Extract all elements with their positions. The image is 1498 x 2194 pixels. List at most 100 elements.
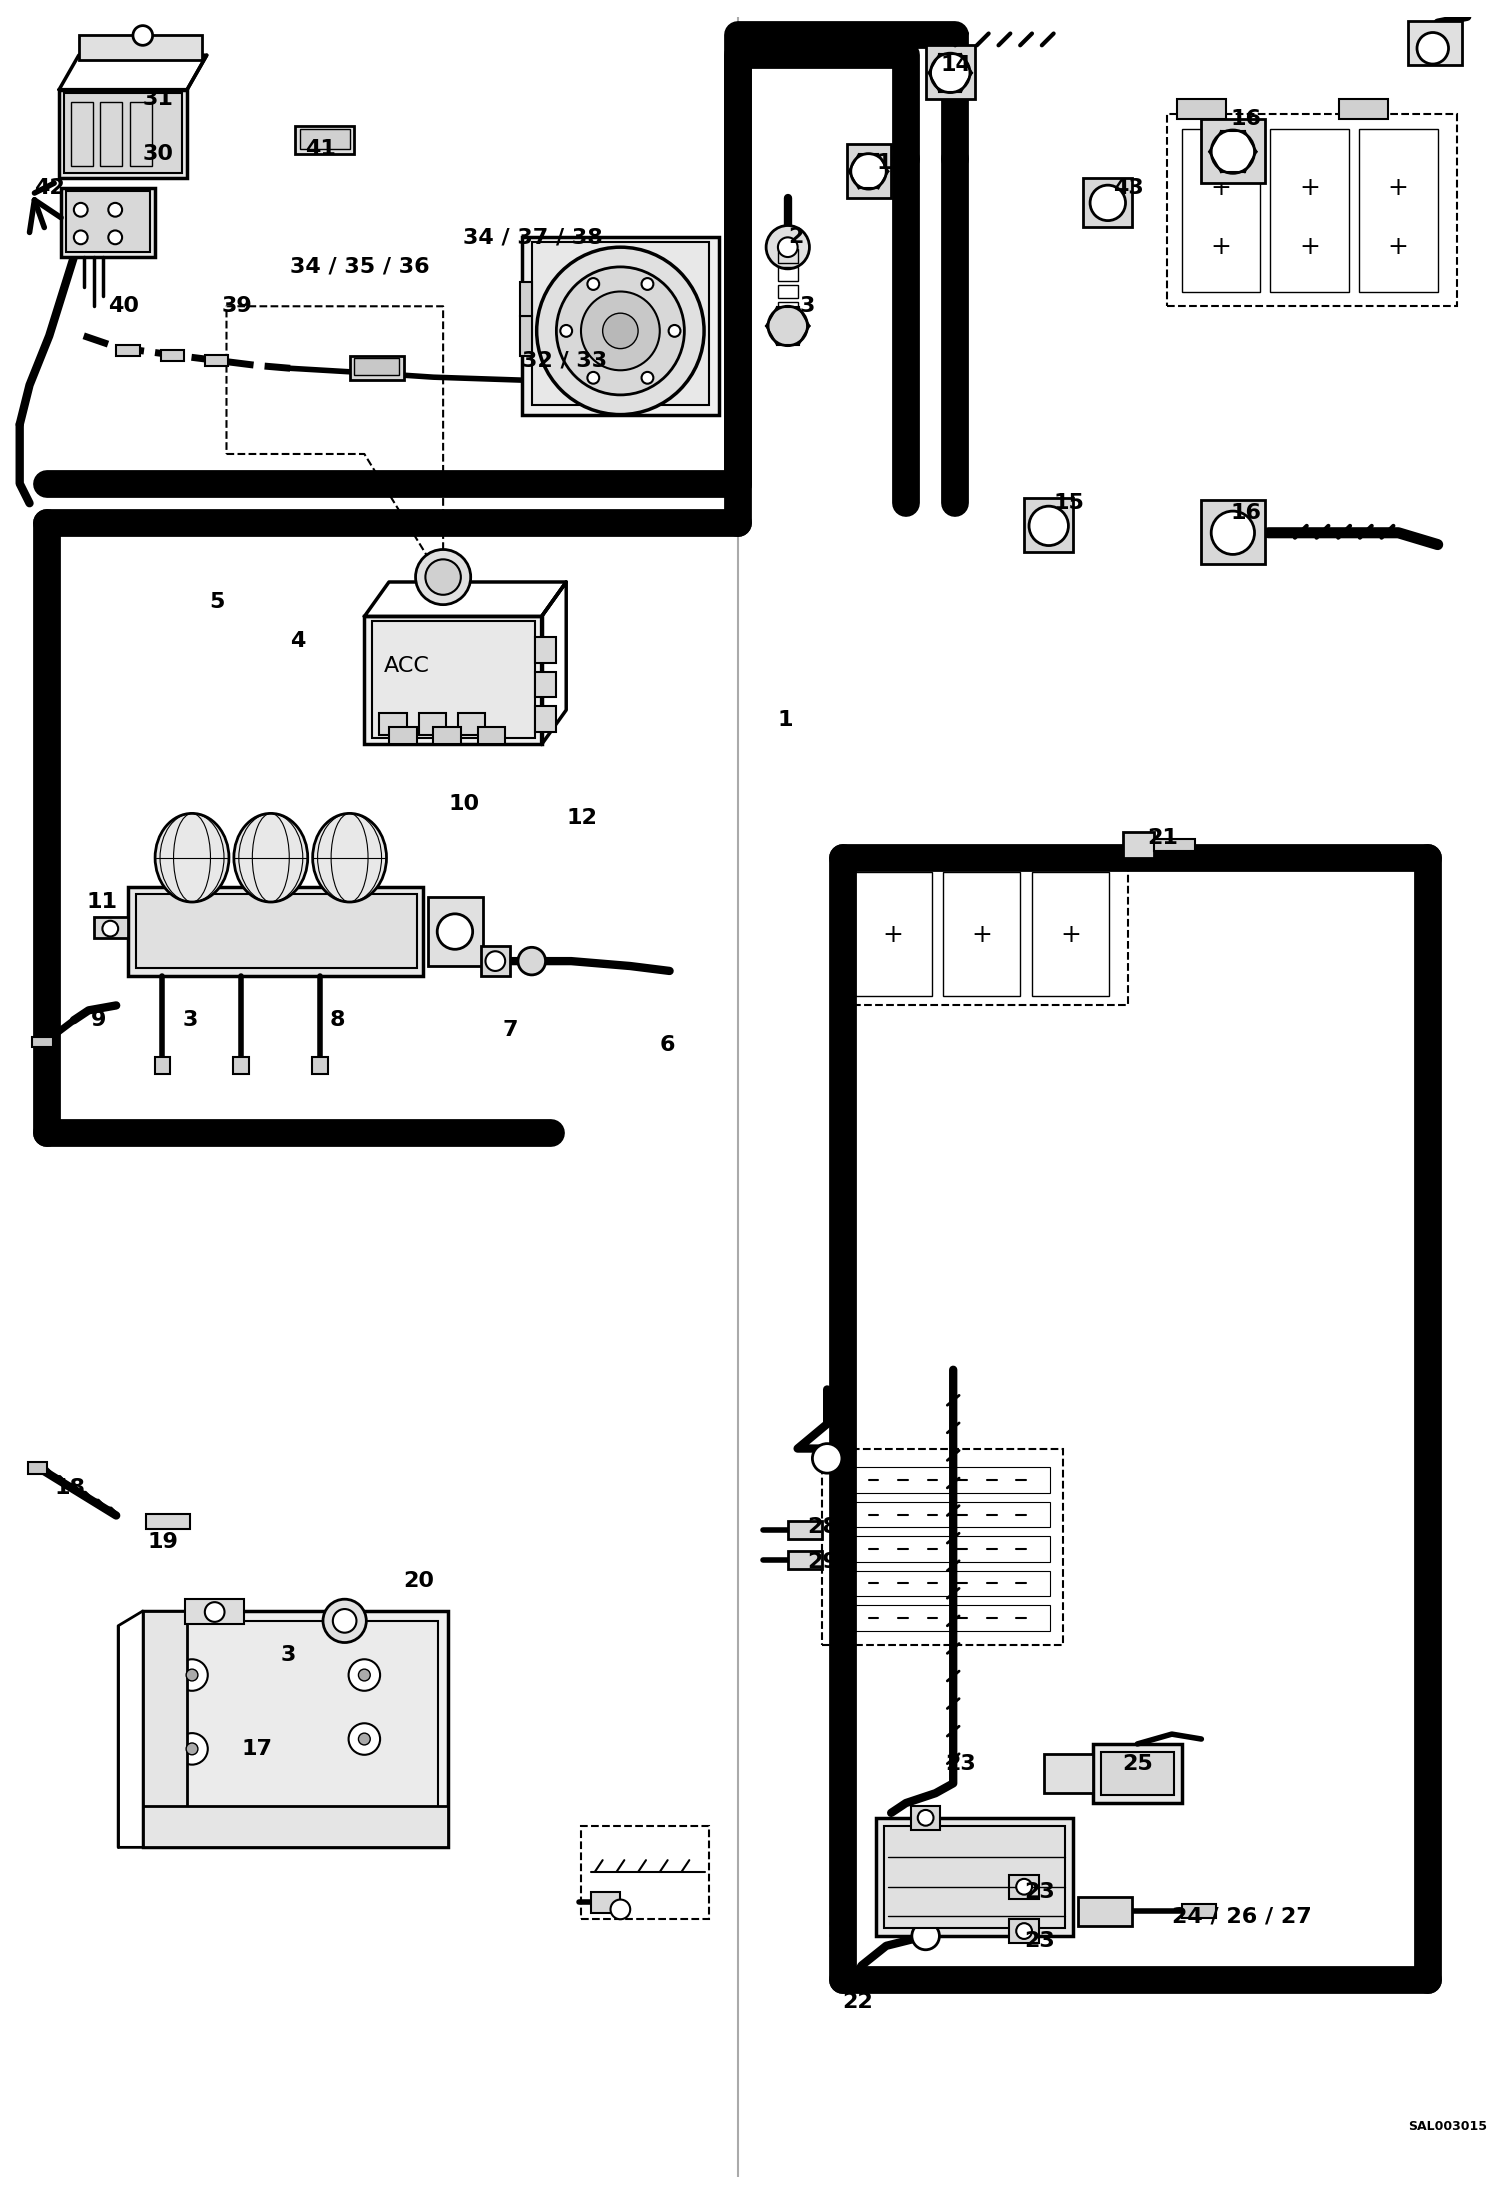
Bar — [300, 129, 349, 149]
Bar — [1101, 1751, 1174, 1795]
Text: 2: 2 — [788, 228, 803, 248]
Text: +: + — [1210, 235, 1231, 259]
Bar — [1032, 873, 1109, 996]
Text: +: + — [1299, 176, 1320, 200]
Bar — [136, 895, 416, 968]
Text: 1: 1 — [777, 711, 794, 731]
Text: +: + — [882, 921, 903, 946]
Circle shape — [73, 202, 88, 217]
Circle shape — [349, 1722, 380, 1755]
Ellipse shape — [156, 814, 229, 902]
Circle shape — [186, 1670, 198, 1681]
Circle shape — [518, 948, 545, 974]
Text: 3: 3 — [183, 1009, 198, 1031]
Circle shape — [611, 1900, 631, 1920]
Bar — [532, 241, 709, 404]
Bar — [1339, 99, 1389, 118]
Bar — [855, 873, 932, 996]
Circle shape — [602, 314, 638, 349]
Circle shape — [581, 292, 659, 371]
Circle shape — [768, 307, 807, 347]
Bar — [100, 103, 123, 167]
Bar — [1044, 1753, 1094, 1792]
Text: 34 / 37 / 38: 34 / 37 / 38 — [463, 228, 602, 248]
Circle shape — [1212, 511, 1254, 555]
Text: 23: 23 — [945, 1753, 977, 1773]
Circle shape — [556, 268, 685, 395]
Bar — [58, 90, 187, 178]
Bar — [130, 103, 151, 167]
Circle shape — [587, 279, 599, 290]
Bar — [418, 713, 446, 735]
Bar — [127, 886, 424, 976]
Circle shape — [415, 548, 470, 606]
Text: 6: 6 — [659, 1036, 676, 1055]
Text: 39: 39 — [222, 296, 252, 316]
Circle shape — [536, 248, 704, 415]
Text: 31: 31 — [142, 90, 174, 110]
Bar — [1359, 129, 1438, 292]
Bar — [1177, 99, 1225, 118]
Bar — [31, 1038, 52, 1047]
Circle shape — [930, 53, 969, 92]
Text: 20: 20 — [404, 1571, 434, 1591]
Circle shape — [765, 226, 809, 270]
Circle shape — [918, 1810, 933, 1825]
Bar — [154, 1058, 171, 1075]
Bar — [884, 1825, 1065, 1929]
Bar — [458, 713, 485, 735]
Bar — [520, 281, 532, 316]
Bar — [535, 706, 556, 731]
Bar — [834, 1536, 1050, 1562]
Text: 25: 25 — [1122, 1753, 1153, 1773]
Text: 23: 23 — [1025, 1931, 1055, 1950]
Circle shape — [1016, 1878, 1032, 1896]
Bar — [142, 1806, 448, 1847]
Text: 28: 28 — [807, 1518, 839, 1538]
Text: 18: 18 — [54, 1479, 85, 1499]
Circle shape — [205, 1602, 225, 1621]
Circle shape — [641, 373, 653, 384]
Text: 19: 19 — [148, 1531, 178, 1551]
Bar — [926, 46, 975, 99]
Text: 23: 23 — [827, 1922, 858, 1942]
Bar — [428, 897, 482, 965]
Circle shape — [851, 154, 887, 189]
Circle shape — [1091, 184, 1125, 222]
Text: 11: 11 — [87, 893, 118, 913]
Bar — [481, 946, 511, 976]
Bar — [521, 237, 719, 415]
Bar — [834, 1571, 1050, 1597]
Text: +: + — [971, 921, 992, 946]
Bar — [478, 726, 505, 744]
Circle shape — [587, 373, 599, 384]
Bar — [520, 316, 532, 355]
Text: 3: 3 — [800, 296, 815, 316]
Circle shape — [437, 915, 473, 950]
Text: 16: 16 — [1231, 502, 1261, 522]
Bar — [535, 671, 556, 698]
Bar — [372, 621, 535, 737]
Circle shape — [1029, 507, 1068, 546]
Text: 21: 21 — [1147, 827, 1177, 849]
Bar — [355, 358, 398, 375]
Bar — [777, 303, 797, 316]
Circle shape — [1212, 129, 1254, 173]
Bar — [1182, 129, 1260, 292]
Bar — [788, 1520, 822, 1540]
Bar — [911, 1806, 941, 1830]
Bar — [205, 355, 229, 366]
Circle shape — [1016, 1924, 1032, 1939]
Text: +: + — [1387, 176, 1408, 200]
Circle shape — [133, 26, 153, 46]
Text: 5: 5 — [210, 592, 225, 612]
Bar — [1408, 20, 1462, 66]
Circle shape — [641, 279, 653, 290]
Bar — [535, 636, 556, 663]
Text: +: + — [1387, 235, 1408, 259]
Circle shape — [349, 1659, 380, 1692]
Circle shape — [324, 1599, 367, 1643]
Circle shape — [108, 230, 123, 244]
Bar — [777, 268, 797, 281]
Bar — [349, 355, 404, 380]
